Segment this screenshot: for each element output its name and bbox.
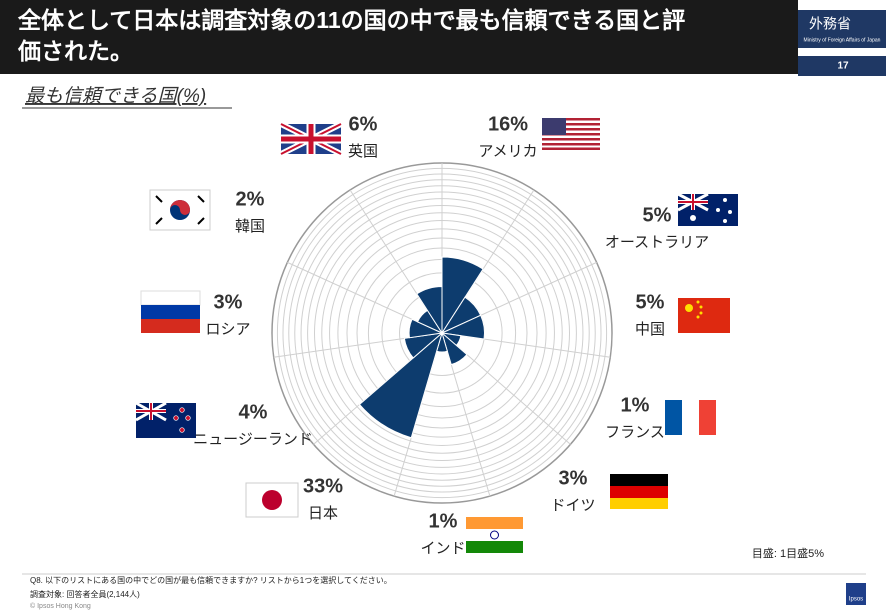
value-label: 5% <box>643 204 672 226</box>
flag-ru <box>140 290 201 333</box>
value-label: 3% <box>559 467 588 489</box>
wedge <box>441 331 468 366</box>
category-label: 英国 <box>348 142 378 160</box>
flag-nz <box>135 401 196 438</box>
chart-title: 最も信頼できる国(%) <box>25 86 206 107</box>
brand: Ipsos <box>849 597 863 603</box>
value-label: 2% <box>236 188 265 210</box>
value-label: 16% <box>488 113 528 135</box>
value-label: 1% <box>621 394 650 416</box>
header-bar <box>0 0 798 74</box>
category-label: ドイツ <box>550 497 595 514</box>
category-label: ニュージーランド <box>193 431 313 448</box>
flag-au <box>677 192 738 226</box>
flag-cn <box>678 298 730 333</box>
value-label: 4% <box>239 401 268 423</box>
scale-note: 目盛: 1目盛5% <box>752 546 824 560</box>
title: 価された。 <box>17 38 133 64</box>
category-label: 日本 <box>308 505 338 522</box>
footer-copyright: © Ipsos Hong Kong <box>30 602 91 610</box>
flag-in <box>466 517 523 553</box>
wedge <box>358 331 443 439</box>
flag-us <box>542 118 600 150</box>
category-label: フランス <box>605 424 665 441</box>
category-label: 中国 <box>635 321 665 338</box>
wedge <box>416 285 443 335</box>
category-label: オーストラリア <box>605 234 709 251</box>
wedge <box>440 314 485 340</box>
brand-logo <box>846 583 866 605</box>
flag-uk <box>279 121 343 157</box>
category-label: アメリカ <box>478 143 537 160</box>
logo: 外務省 <box>809 16 851 32</box>
flag-de <box>610 474 668 509</box>
polar-chart: 16% アメリカ 5% オーストラリア 5% 中国 1% フランス 3% ドイツ 1% インド 33% 日… <box>193 113 709 557</box>
flag-kr <box>149 189 211 231</box>
value-label: 1% <box>429 510 458 532</box>
page-box <box>798 56 886 76</box>
wedge <box>403 332 444 359</box>
value-label: 3% <box>214 291 243 313</box>
footer-question: Q8. 以下のリストにある国の中でどの国が最も信頼できますか? リストから1つを… <box>30 575 392 585</box>
title: 全体として日本は調査対象の11の国の中で最も信頼できる国と評 <box>17 7 685 33</box>
wedge <box>441 256 484 335</box>
value-label: 6% <box>349 113 378 135</box>
wedge <box>408 318 444 339</box>
value-label: 5% <box>636 291 665 313</box>
category-label: 韓国 <box>235 218 265 235</box>
logo-sub: Ministry of Foreign Affairs of Japan <box>804 37 881 43</box>
value-label: 33% <box>303 475 343 497</box>
footer-sample: 調査対象: 回答者全員(2,144人) <box>30 589 140 599</box>
flag-jp <box>245 482 299 518</box>
category-label: インド <box>420 540 465 557</box>
logo-box <box>798 10 886 48</box>
flag-fr <box>665 400 716 435</box>
page-number: 17 <box>837 61 849 72</box>
category-label: ロシア <box>205 321 250 338</box>
